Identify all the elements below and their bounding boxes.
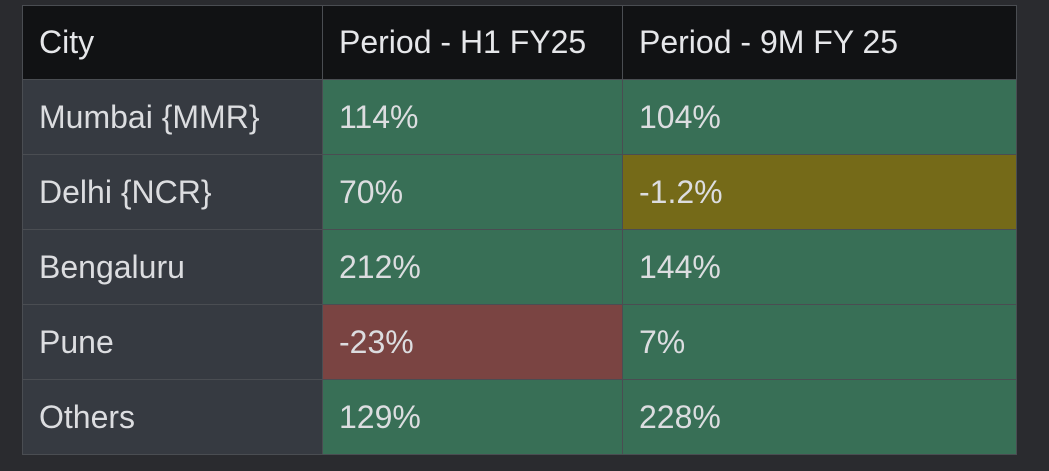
nine-m-value-cell: 228% bbox=[622, 379, 1017, 455]
city-cell: Bengaluru bbox=[22, 229, 323, 305]
h1-value-cell: -23% bbox=[322, 304, 623, 380]
city-cell: Pune bbox=[22, 304, 323, 380]
header-period-9m-fy25[interactable]: Period - 9M FY 25 bbox=[622, 5, 1017, 80]
h1-value-cell: 212% bbox=[322, 229, 623, 305]
table-row: Bengaluru 212% 144% bbox=[22, 229, 1017, 305]
nine-m-value-cell: 104% bbox=[622, 79, 1017, 155]
h1-value-cell: 70% bbox=[322, 154, 623, 230]
city-cell: Mumbai {MMR} bbox=[22, 79, 323, 155]
nine-m-value-cell: -1.2% bbox=[622, 154, 1017, 230]
growth-table: City Period - H1 FY25 Period - 9M FY 25 … bbox=[22, 5, 1017, 455]
h1-value-cell: 129% bbox=[322, 379, 623, 455]
growth-table-container: City Period - H1 FY25 Period - 9M FY 25 … bbox=[22, 5, 1017, 455]
header-period-h1-fy25[interactable]: Period - H1 FY25 bbox=[322, 5, 623, 80]
city-cell: Delhi {NCR} bbox=[22, 154, 323, 230]
table-row: Others 129% 228% bbox=[22, 379, 1017, 455]
header-city[interactable]: City bbox=[22, 5, 323, 80]
h1-value-cell: 114% bbox=[322, 79, 623, 155]
table-row: Mumbai {MMR} 114% 104% bbox=[22, 79, 1017, 155]
table-header-row: City Period - H1 FY25 Period - 9M FY 25 bbox=[22, 5, 1017, 80]
city-cell: Others bbox=[22, 379, 323, 455]
nine-m-value-cell: 7% bbox=[622, 304, 1017, 380]
nine-m-value-cell: 144% bbox=[622, 229, 1017, 305]
table-row: Pune -23% 7% bbox=[22, 304, 1017, 380]
table-row: Delhi {NCR} 70% -1.2% bbox=[22, 154, 1017, 230]
